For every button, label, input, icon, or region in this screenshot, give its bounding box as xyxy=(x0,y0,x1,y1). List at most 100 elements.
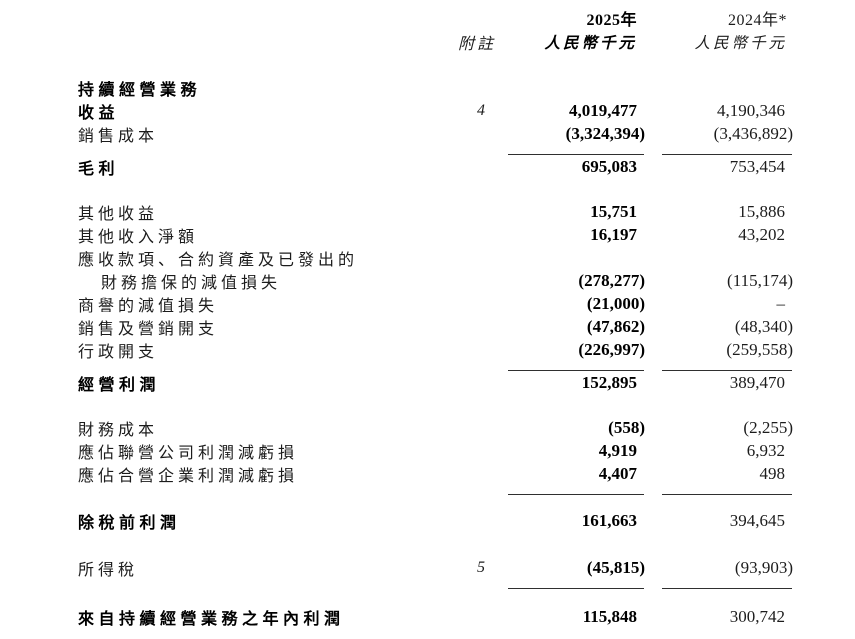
label-cell: 其他收益 xyxy=(78,200,430,224)
value-2024: (2,255) xyxy=(743,417,793,437)
value-cell-2024: 300,742 xyxy=(648,607,795,627)
row-label: 所得稅 xyxy=(78,561,139,579)
rule-cell-2024 xyxy=(648,362,795,371)
value-cell-2024: 498 xyxy=(648,464,795,484)
row-label: 持續經營業務 xyxy=(78,81,202,99)
label-cell: 收益 xyxy=(78,99,430,123)
value-cell-2025: (45,815) xyxy=(500,558,648,578)
row-label: 其他收入淨額 xyxy=(78,228,199,246)
rule-row xyxy=(78,361,855,371)
value-cell-2025: 16,197 xyxy=(500,225,648,245)
table-row: 所得稅 5 (45,815) (93,903) xyxy=(78,556,855,579)
value-2025: (278,277) xyxy=(578,270,645,290)
rule-row xyxy=(78,579,855,589)
value-cell-2025: (226,997) xyxy=(500,340,648,360)
row-label: 行政開支 xyxy=(78,343,159,361)
column-rule-2024 xyxy=(662,580,792,589)
header-unit-row: 附註 人民幣千元 人民幣千元 xyxy=(78,30,855,54)
row-label: 銷售成本 xyxy=(78,127,159,145)
value-cell-2025: 695,083 xyxy=(500,157,648,177)
value-2024: (48,340) xyxy=(734,316,793,336)
header-body-gap xyxy=(78,54,855,76)
column-rule-2024 xyxy=(662,146,792,155)
value-cell-2025: 152,895 xyxy=(500,373,648,393)
value-2024: 300,742 xyxy=(729,606,785,626)
column-rule-2025 xyxy=(508,580,644,589)
column-header-2025: 2025年 xyxy=(586,12,637,29)
value-2025: 695,083 xyxy=(581,156,637,176)
label-cell: 所得稅 xyxy=(78,556,430,580)
row-label: 其他收益 xyxy=(78,205,159,223)
rule-cell-2025 xyxy=(500,486,648,495)
table-row: 收益 4 4,019,477 4,190,346 xyxy=(78,99,855,122)
value-2024: (115,174) xyxy=(727,270,793,290)
value-cell-2024: (2,255) xyxy=(648,418,795,438)
notes-column-header: 附註 xyxy=(457,36,496,53)
value-2025: 15,751 xyxy=(590,201,637,221)
value-2024: (3,436,892) xyxy=(713,123,793,143)
value-cell-2025: 115,848 xyxy=(500,607,648,627)
column-rule-2025 xyxy=(508,362,644,371)
label-cell: 應佔聯營公司利潤減虧損 xyxy=(78,439,430,463)
value-2025: 4,019,477 xyxy=(569,100,637,120)
value-2025: 115,848 xyxy=(582,606,637,626)
value-cell-2025: 4,019,477 xyxy=(500,101,648,121)
value-cell-2025: 161,663 xyxy=(500,511,648,531)
row-gap xyxy=(78,178,855,200)
value-cell-2024: 4,190,346 xyxy=(648,101,795,121)
rule-cell-2025 xyxy=(500,580,648,589)
value-cell-2024: 394,645 xyxy=(648,511,795,531)
value-cell-2025: 4,407 xyxy=(500,464,648,484)
value-cell-2025: (21,000) xyxy=(500,294,648,314)
note-cell: 5 xyxy=(430,559,500,577)
row-label: 收益 xyxy=(78,104,120,122)
value-2024: 498 xyxy=(759,463,786,483)
currency-unit-2025: 人民幣千元 xyxy=(544,35,637,52)
table-row: 銷售及營銷開支 (47,862) (48,340) xyxy=(78,315,855,338)
value-2024: 394,645 xyxy=(729,510,785,530)
value-2025: 152,895 xyxy=(581,372,637,392)
value-cell-2025: 15,751 xyxy=(500,202,648,222)
value-cell-2025: (278,277) xyxy=(500,271,648,291)
label-cell: 除稅前利潤 xyxy=(78,509,430,533)
table-row: 其他收入淨額 16,197 43,202 xyxy=(78,223,855,246)
label-cell: 銷售成本 xyxy=(78,122,430,146)
table-row: 毛利 695,083 753,454 xyxy=(78,155,855,178)
rule-cell-2024 xyxy=(648,580,795,589)
column-rule-2024 xyxy=(662,362,792,371)
table-row: 應收款項、合約資產及已發出的 xyxy=(78,246,855,269)
row-label: 來自持續經營業務之年內利潤 xyxy=(78,610,345,628)
value-2025: 4,407 xyxy=(598,463,637,483)
row-gap xyxy=(78,495,855,509)
value-cell-2024: 43,202 xyxy=(648,225,795,245)
value-2024: (259,558) xyxy=(726,339,793,359)
label-cell: 財務擔保的減值損失 xyxy=(78,269,430,293)
value-2025: 16,197 xyxy=(590,224,637,244)
label-cell: 其他收入淨額 xyxy=(78,223,430,247)
rule-row xyxy=(78,485,855,495)
row-label: 應收款項、合約資產及已發出的 xyxy=(78,251,359,269)
value-2024: 6,932 xyxy=(746,440,785,460)
value-2024: 15,886 xyxy=(738,201,785,221)
row-label: 除稅前利潤 xyxy=(78,514,181,532)
table-row: 應佔合營企業利潤減虧損 4,407 498 xyxy=(78,462,855,485)
rule-cell-2025 xyxy=(500,362,648,371)
value-cell-2025: 4,919 xyxy=(500,441,648,461)
table-row: 應佔聯營公司利潤減虧損 4,919 6,932 xyxy=(78,439,855,462)
value-2025: 4,919 xyxy=(598,440,637,460)
row-label: 應佔聯營公司利潤減虧損 xyxy=(78,444,299,462)
label-cell: 商譽的減值損失 xyxy=(78,292,430,316)
value-cell-2024: 389,470 xyxy=(648,373,795,393)
row-label: 財務成本 xyxy=(78,421,159,439)
value-cell-2025: (3,324,394) xyxy=(500,124,648,144)
value-cell-2024: (259,558) xyxy=(648,340,795,360)
value-2024: (93,903) xyxy=(734,557,793,577)
rule-cell-2025 xyxy=(500,146,648,155)
rule-cell-2024 xyxy=(648,486,795,495)
table-row: 其他收益 15,751 15,886 xyxy=(78,200,855,223)
label-cell: 經營利潤 xyxy=(78,371,430,395)
row-gap xyxy=(78,589,855,605)
value-2024: – xyxy=(776,293,786,313)
value-2024: 43,202 xyxy=(738,224,785,244)
